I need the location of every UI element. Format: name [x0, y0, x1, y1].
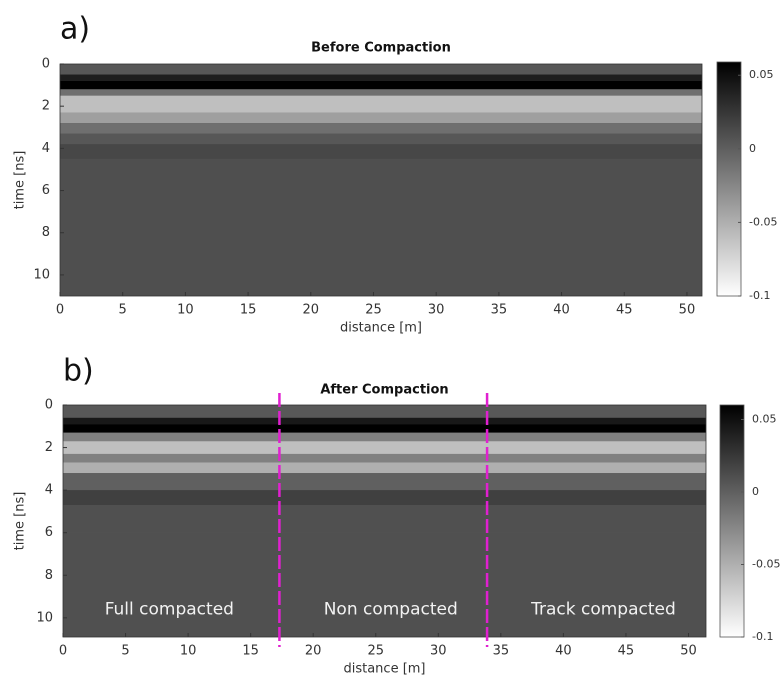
x-tick-label: 45: [616, 303, 633, 318]
x-tick-label: 15: [240, 303, 257, 318]
amplitude-band: [60, 95, 702, 113]
x-tick-label: 40: [553, 303, 570, 318]
x-axis-label: distance [m]: [343, 662, 425, 677]
y-tick-label: 8: [45, 568, 53, 583]
x-tick-label: 35: [493, 644, 510, 659]
x-tick-label: 45: [618, 644, 635, 659]
y-tick-label: 10: [33, 267, 50, 282]
amplitude-band: [60, 74, 702, 81]
radargram: [63, 405, 706, 637]
amplitude-band: [60, 190, 702, 296]
plot-frame: [62, 404, 707, 638]
x-tick-label: 25: [367, 644, 384, 659]
chart-title: Before Compaction: [311, 41, 451, 56]
x-tick-label: 25: [365, 303, 382, 318]
colorbar-tick-label: 0.05: [752, 413, 777, 426]
y-tick-label: 0: [42, 57, 50, 72]
x-tick-label: 5: [121, 644, 129, 659]
amplitude-band: [63, 424, 706, 433]
y-tick-label: 2: [45, 440, 53, 455]
colorbar-tick-label: -0.05: [749, 215, 777, 228]
amplitude-band: [63, 462, 706, 474]
y-axis-label: time [ns]: [13, 492, 28, 551]
amplitude-band: [63, 432, 706, 442]
colorbar-tick-label: 0: [752, 485, 759, 498]
amplitude-band: [60, 123, 702, 134]
radargram: [60, 64, 702, 296]
amplitude-band: [60, 158, 702, 191]
x-tick-label: 0: [59, 644, 67, 659]
x-tick-label: 40: [555, 644, 572, 659]
x-tick-label: 50: [679, 303, 696, 318]
annotation: Non compacted: [324, 599, 458, 619]
amplitude-band: [63, 490, 706, 506]
x-tick-label: 30: [430, 644, 447, 659]
x-tick-label: 20: [305, 644, 322, 659]
y-tick-label: 2: [42, 99, 50, 114]
x-tick-label: 10: [177, 303, 194, 318]
panel-label: a): [60, 12, 90, 47]
x-axis-label: distance [m]: [340, 321, 422, 336]
colorbar-tick-label: 0.05: [749, 68, 774, 81]
y-tick-label: 8: [42, 225, 50, 240]
x-tick-label: 15: [242, 644, 259, 659]
amplitude-band: [63, 473, 706, 491]
x-tick-label: 35: [491, 303, 508, 318]
chart-title: After Compaction: [320, 383, 448, 398]
annotation: Full compacted: [105, 599, 234, 619]
x-tick-label: 5: [119, 303, 127, 318]
y-tick-label: 4: [45, 483, 53, 498]
amplitude-band: [63, 405, 706, 418]
amplitude-band: [63, 417, 706, 425]
x-tick-label: 10: [180, 644, 197, 659]
y-tick-label: 6: [45, 525, 53, 540]
y-axis-label: time [ns]: [13, 151, 28, 210]
x-tick-label: 0: [56, 303, 64, 318]
x-tick-label: 50: [680, 644, 697, 659]
amplitude-band: [60, 133, 702, 145]
colorbar-tick-label: -0.1: [752, 630, 773, 643]
amplitude-band: [60, 89, 702, 96]
colorbar: [716, 61, 742, 297]
y-tick-label: 0: [45, 398, 53, 413]
amplitude-band: [63, 453, 706, 463]
colorbar: [719, 404, 745, 638]
panel-label: b): [63, 354, 94, 389]
colorbar-tick-label: 0: [749, 142, 756, 155]
annotation: Track compacted: [530, 599, 676, 619]
amplitude-band: [60, 144, 702, 159]
amplitude-band: [63, 505, 706, 533]
amplitude-band: [63, 441, 706, 454]
amplitude-band: [60, 112, 702, 124]
amplitude-band: [63, 532, 706, 637]
plot-frame: [59, 63, 703, 297]
x-tick-label: 30: [428, 303, 445, 318]
colorbar-tick-label: -0.1: [749, 289, 770, 302]
y-tick-label: 4: [42, 141, 50, 156]
amplitude-band: [60, 64, 702, 75]
y-tick-label: 10: [36, 610, 53, 625]
y-tick-label: 6: [42, 183, 50, 198]
amplitude-band: [60, 80, 702, 90]
x-tick-label: 20: [303, 303, 320, 318]
colorbar-tick-label: -0.05: [752, 558, 780, 571]
